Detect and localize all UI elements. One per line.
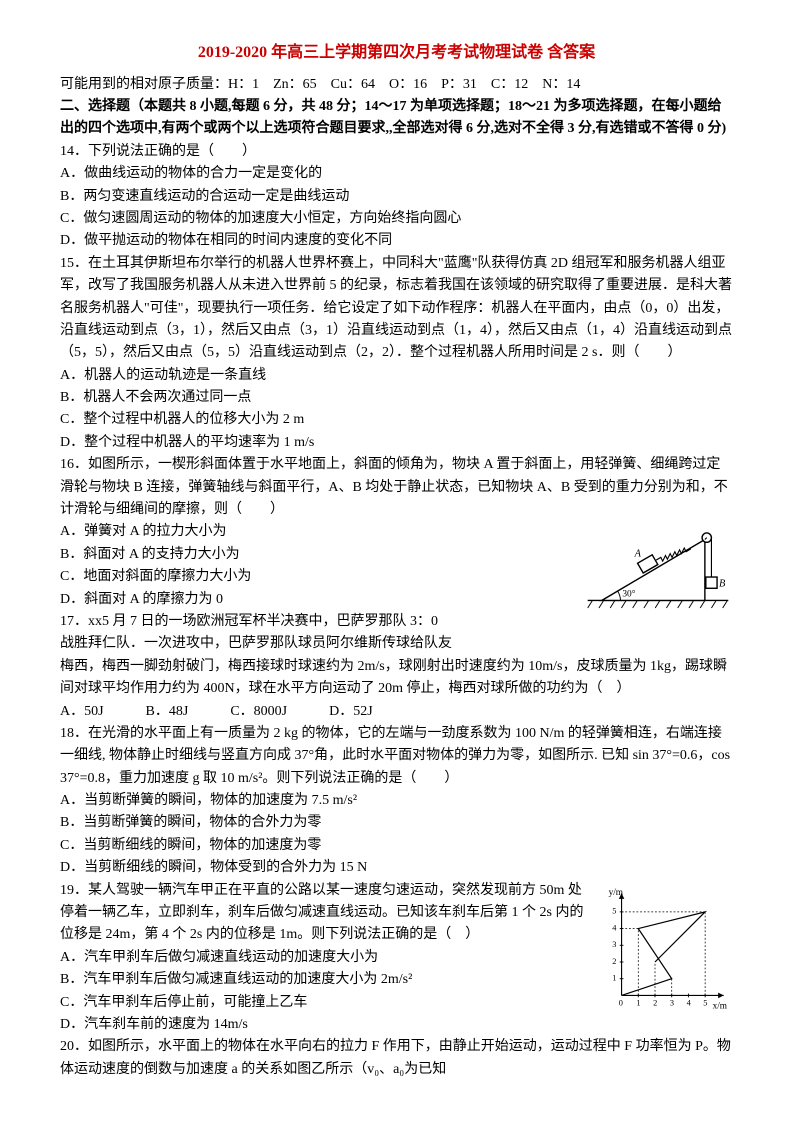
q14-opt-a: A．做曲线运动的物体的合力一定是变化的 [60,163,733,185]
svg-text:1: 1 [636,998,640,1007]
exam-title: 2019-2020 年高三上学期第四次月考考试物理试卷 含答案 [60,40,733,66]
q19-opt-d: D．汽车刹车前的速度为 14m/s [60,1014,733,1036]
q15-opt-c: C．整个过程中机器人的位移大小为 2 m [60,409,733,431]
q14-opt-c: C．做匀速圆周运动的物体的加速度大小恒定，方向始终指向圆心 [60,208,733,230]
svg-text:3: 3 [612,940,616,949]
q17-options: A．50J B．48J C．8000J D．52J [60,701,733,723]
q18-stem: 18．在光滑的水平面上有一质量为 2 kg 的物体，它的左端与一劲度系数为 10… [60,723,733,790]
q14-opt-b: B．两匀变速直线运动的合运动一定是曲线运动 [60,186,733,208]
q14-opt-d: D．做平抛运动的物体在相同的时间内速度的变化不同 [60,230,733,252]
q17-stem-3: 梅西，梅西一脚劲射破门，梅西接球时球速约为 2m/s，球刚射出时速度约为 10m… [60,656,733,701]
q14-stem: 14．下列说法正确的是（ ） [60,141,733,163]
svg-text:5: 5 [612,906,616,915]
svg-text:5: 5 [703,998,707,1007]
q15-stem: 15．在土耳其伊斯坦布尔举行的机器人世界杯赛上，中同科大"蓝鹰"队获得仿真 2D… [60,253,733,365]
graph-y-label: y/m [609,888,624,898]
q16-stem: 16．如图所示，一楔形斜面体置于水平地面上，斜面的倾角为，物块 A 置于斜面上，… [60,454,733,521]
graph-x-label: x/m [713,1001,728,1011]
svg-text:2: 2 [612,957,616,966]
svg-text:1: 1 [612,973,616,982]
graph-x-ticks: 0 1 2 3 4 5 [619,998,708,1007]
wedge-shape-icon [602,540,705,601]
q18-opt-d: D．当剪断细线的瞬间，物体受到的合外力为 15 N [60,857,733,879]
q18-opt-a: A．当剪断弹簧的瞬间，物体的加速度为 7.5 m/s² [60,790,733,812]
graph-path-icon [622,912,706,996]
q18-opt-c: C．当剪断细线的瞬间，物体的加速度为零 [60,835,733,857]
q17-stem-2: 战胜拜仁队．一次进攻中，巴萨罗那队球员阿尔维斯传球给队友 [60,633,733,655]
svg-text:2: 2 [653,998,657,1007]
atomic-masses: 可能用到的相对原子质量：H：1 Zn：65 Cu：64 O：16 P：31 C：… [60,74,733,96]
graph-y-ticks: 1 2 3 4 5 [612,906,617,982]
block-b-label: B [719,579,726,590]
svg-text:0: 0 [619,998,623,1007]
svg-text:3: 3 [670,998,674,1007]
q15-opt-d: D．整个过程中机器人的平均速率为 1 m/s [60,432,733,454]
q20-stem: 20．如图所示，水平面上的物体在水平向右的拉力 F 作用下，由静止开始运动，运动… [60,1036,733,1081]
svg-text:4: 4 [687,998,692,1007]
block-a-label: A [634,549,642,560]
ground-hatch-icon [588,601,728,609]
block-b-icon [706,577,717,588]
section-heading: 二、选择题（本题共 8 小题,每题 6 分，共 48 分；14～17 为单项选择… [60,96,733,141]
q15-opt-b: B．机器人不会两次通过同一点 [60,387,733,409]
graph-figure: y/m x/m 0 1 2 3 4 5 1 2 3 4 5 [603,884,733,1014]
svg-text:4: 4 [612,923,617,932]
wedge-figure: A B 30° [583,525,733,615]
q15-opt-a: A．机器人的运动轨迹是一条直线 [60,365,733,387]
angle-label: 30° [622,589,635,600]
q18-opt-b: B．当剪断弹簧的瞬间，物体的合外力为零 [60,812,733,834]
